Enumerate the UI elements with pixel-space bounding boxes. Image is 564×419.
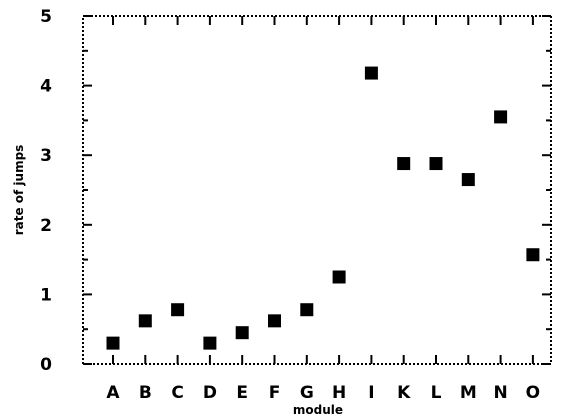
x-tick-label: L <box>431 383 442 403</box>
x-tick-label: K <box>397 383 411 403</box>
tick-marks <box>83 15 551 365</box>
data-point <box>203 336 217 350</box>
data-point <box>494 110 508 124</box>
y-tick-label: 2 <box>40 216 52 236</box>
data-point <box>171 303 185 317</box>
y-tick-label: 5 <box>40 7 52 27</box>
data-point <box>429 157 443 171</box>
data-point <box>268 314 281 328</box>
y-tick-label: 3 <box>40 146 52 166</box>
data-point <box>364 66 378 80</box>
data-point <box>106 336 120 350</box>
x-tick-label: H <box>332 383 346 403</box>
x-tick-label: I <box>368 383 374 403</box>
data-point <box>461 173 475 187</box>
data-point <box>235 326 249 340</box>
x-tick-label: M <box>460 383 477 403</box>
y-tick-label: 0 <box>40 355 52 375</box>
x-axis-label: module <box>293 403 343 417</box>
x-tick-label: B <box>139 383 152 403</box>
x-tick-label: O <box>526 383 540 403</box>
data-point <box>332 270 346 284</box>
x-tick-label: D <box>203 383 217 403</box>
y-tick-label: 1 <box>40 285 52 305</box>
data-point <box>300 303 314 317</box>
data-point <box>397 157 411 171</box>
plot-frame <box>82 15 552 365</box>
x-tick-label: E <box>236 383 248 403</box>
x-tick-label: A <box>106 383 120 403</box>
data-point <box>138 314 152 328</box>
x-tick-label: C <box>171 383 183 403</box>
y-tick-labels: 0 1 2 3 4 5 <box>40 7 52 375</box>
x-tick-label: G <box>300 383 314 403</box>
x-tick-label: F <box>269 383 281 403</box>
x-tick-label: N <box>493 383 507 403</box>
y-tick-label: 4 <box>40 77 52 97</box>
data-points <box>106 66 540 350</box>
data-point <box>526 248 540 262</box>
y-axis-label: rate of jumps <box>12 145 26 236</box>
